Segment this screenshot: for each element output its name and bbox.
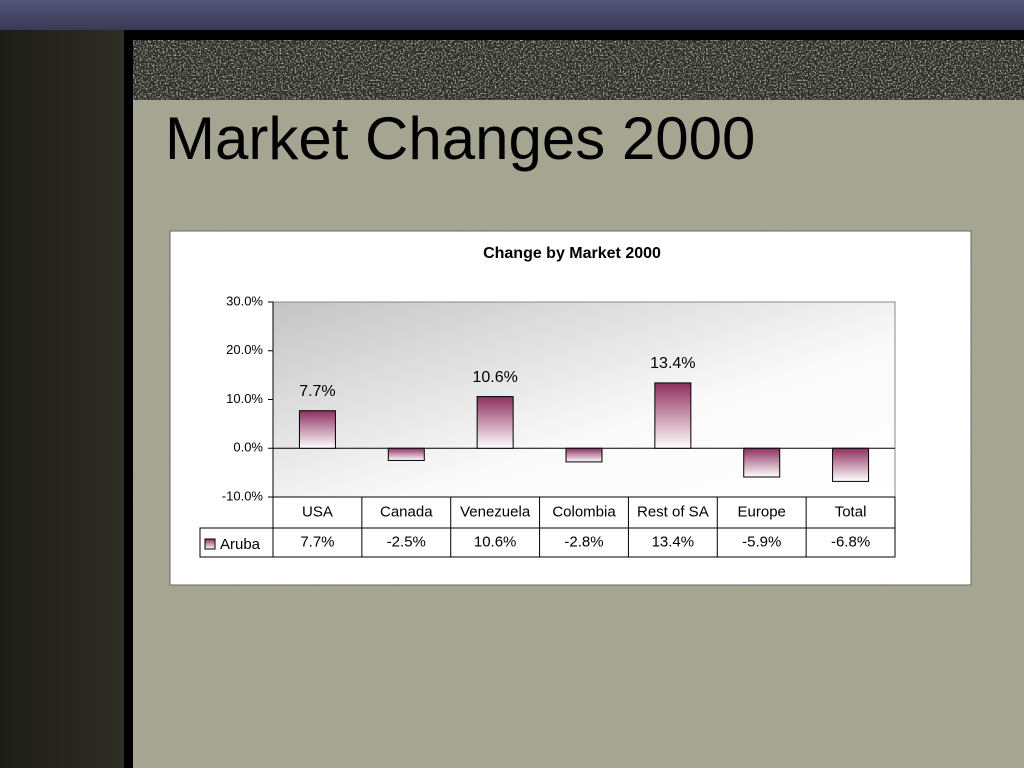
table-value: -2.8% bbox=[564, 533, 603, 550]
x-tick-label: Total bbox=[835, 503, 867, 520]
bar bbox=[387, 447, 425, 461]
bar bbox=[743, 447, 781, 478]
data-label: 10.6% bbox=[472, 369, 517, 386]
chart-title: Change by Market 2000 bbox=[483, 245, 661, 262]
x-tick-label: Europe bbox=[738, 503, 786, 520]
legend-key bbox=[204, 538, 216, 550]
y-tick-label: 10.0% bbox=[226, 391, 263, 406]
y-tick-label: 30.0% bbox=[226, 293, 263, 308]
x-tick-label: USA bbox=[302, 503, 333, 520]
bar bbox=[476, 396, 514, 449]
table-value: -2.5% bbox=[387, 533, 426, 550]
legend-label: Aruba bbox=[220, 536, 261, 553]
table-value: 10.6% bbox=[474, 533, 517, 550]
x-tick-label: Rest of SA bbox=[637, 503, 709, 520]
slide-title: Market Changes 2000 bbox=[165, 105, 755, 172]
header-texture bbox=[133, 40, 1024, 100]
top-band bbox=[0, 0, 1024, 30]
y-tick-label: -10.0% bbox=[222, 488, 264, 503]
table-value: 13.4% bbox=[652, 533, 695, 550]
x-tick-label: Colombia bbox=[552, 503, 616, 520]
table-frame bbox=[199, 527, 896, 558]
table-value: -5.9% bbox=[742, 533, 781, 550]
x-tick-label: Venezuela bbox=[460, 503, 531, 520]
data-label: 7.7% bbox=[299, 383, 335, 400]
bar bbox=[565, 447, 603, 463]
bar bbox=[298, 410, 336, 449]
table-value: 7.7% bbox=[300, 533, 334, 550]
x-tick-label: Canada bbox=[380, 503, 433, 520]
bar bbox=[832, 447, 870, 482]
y-tick-label: 20.0% bbox=[226, 342, 263, 357]
y-tick-label: 0.0% bbox=[233, 440, 263, 455]
bar bbox=[654, 382, 692, 449]
plot-area bbox=[272, 301, 896, 498]
data-label: 13.4% bbox=[650, 355, 695, 372]
table-value: -6.8% bbox=[831, 533, 870, 550]
